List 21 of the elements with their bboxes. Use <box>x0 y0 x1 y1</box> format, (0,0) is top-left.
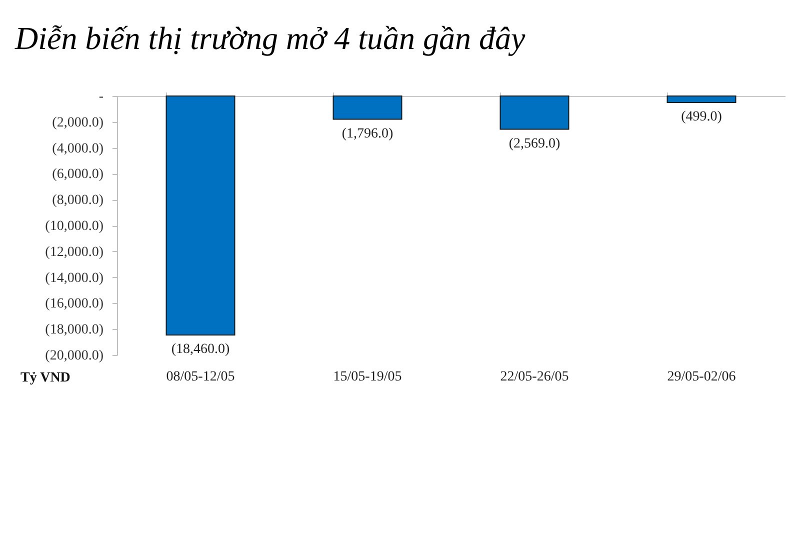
x-tick-label: 22/05-26/05 <box>500 370 569 384</box>
data-label: (2,569.0) <box>508 136 560 152</box>
data-label: (499.0) <box>681 109 722 124</box>
data-label: (18,460.0) <box>171 342 230 358</box>
y-tick-label: (6,000.0) <box>52 167 104 182</box>
y-tick-label: (8,000.0) <box>52 193 104 208</box>
y-tick-label: (16,000.0) <box>45 296 104 312</box>
chart-title: Diễn biến thị trường mở 4 tuần gần đây <box>14 20 526 56</box>
y-tick-label: (18,000.0) <box>45 322 104 338</box>
x-tick-label: 29/05-02/06 <box>667 370 736 384</box>
x-tick-label: 08/05-12/05 <box>166 370 235 384</box>
y-tick-label: (10,000.0) <box>45 219 104 234</box>
data-label: (1,796.0) <box>342 126 394 142</box>
x-tick-label: 15/05-19/05 <box>333 370 402 384</box>
y-axis-title: Tỷ VND <box>20 370 70 386</box>
y-tick-label: (20,000.0) <box>45 348 104 364</box>
y-tick-label: (12,000.0) <box>45 244 104 260</box>
y-tick-label: (2,000.0) <box>52 115 104 130</box>
y-tick-label: (14,000.0) <box>45 270 104 286</box>
y-tick-label: (4,000.0) <box>52 141 104 156</box>
y-tick-label: - <box>98 90 104 104</box>
